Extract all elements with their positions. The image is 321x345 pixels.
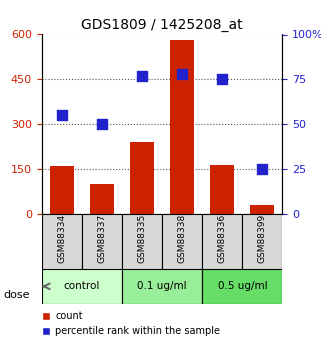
Bar xyxy=(170,40,194,214)
FancyBboxPatch shape xyxy=(202,269,282,304)
Bar xyxy=(130,142,154,214)
FancyBboxPatch shape xyxy=(162,214,202,269)
Bar xyxy=(50,166,74,214)
Point xyxy=(220,77,225,82)
Text: dose: dose xyxy=(3,290,30,300)
FancyBboxPatch shape xyxy=(242,214,282,269)
Bar xyxy=(210,165,234,214)
Text: 0.1 ug/ml: 0.1 ug/ml xyxy=(137,282,187,291)
Text: GSM88399: GSM88399 xyxy=(258,214,267,263)
FancyBboxPatch shape xyxy=(202,214,242,269)
Title: GDS1809 / 1425208_at: GDS1809 / 1425208_at xyxy=(81,18,243,32)
Point xyxy=(180,71,185,77)
FancyBboxPatch shape xyxy=(82,214,122,269)
Text: GSM88336: GSM88336 xyxy=(218,214,227,263)
Point xyxy=(260,166,265,172)
Point xyxy=(100,121,105,127)
Text: GSM88338: GSM88338 xyxy=(178,214,187,263)
Text: GSM88334: GSM88334 xyxy=(57,214,66,263)
Text: GSM88335: GSM88335 xyxy=(137,214,147,263)
Bar xyxy=(90,184,114,214)
Bar xyxy=(250,205,274,214)
Text: GSM88337: GSM88337 xyxy=(97,214,107,263)
Text: control: control xyxy=(64,282,100,291)
FancyBboxPatch shape xyxy=(122,214,162,269)
Point xyxy=(59,112,64,118)
Text: 0.5 ug/ml: 0.5 ug/ml xyxy=(218,282,267,291)
Point xyxy=(140,73,145,79)
FancyBboxPatch shape xyxy=(42,214,82,269)
FancyBboxPatch shape xyxy=(122,269,202,304)
FancyBboxPatch shape xyxy=(42,269,122,304)
Legend: count, percentile rank within the sample: count, percentile rank within the sample xyxy=(37,307,224,340)
